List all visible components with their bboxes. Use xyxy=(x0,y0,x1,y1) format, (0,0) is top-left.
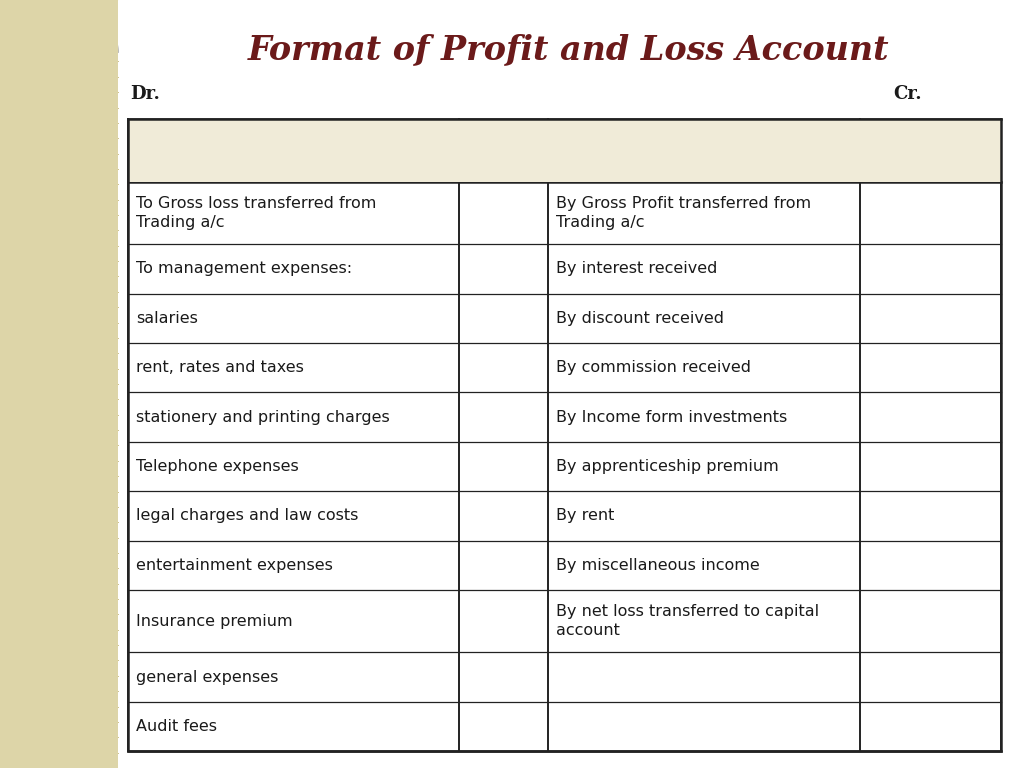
Text: Amount(Rs.): Amount(Rs.) xyxy=(872,141,989,160)
Text: Insurance premium: Insurance premium xyxy=(136,614,293,629)
Text: rent, rates and taxes: rent, rates and taxes xyxy=(136,360,304,376)
Text: By rent: By rent xyxy=(556,508,614,524)
Text: Cr.: Cr. xyxy=(893,84,922,103)
Text: By miscellaneous income: By miscellaneous income xyxy=(556,558,760,573)
Text: To Gross loss transferred from
Trading a/c: To Gross loss transferred from Trading a… xyxy=(136,197,377,230)
Text: general expenses: general expenses xyxy=(136,670,279,684)
Text: By discount received: By discount received xyxy=(556,311,724,326)
Text: Format of Profit and Loss Account: Format of Profit and Loss Account xyxy=(248,34,889,66)
Polygon shape xyxy=(26,0,118,52)
Text: legal charges and law costs: legal charges and law costs xyxy=(136,508,358,524)
Text: Amount(
Rs.): Amount( Rs.) xyxy=(463,131,544,170)
Text: Audit fees: Audit fees xyxy=(136,719,217,734)
Text: By Gross Profit transferred from
Trading a/c: By Gross Profit transferred from Trading… xyxy=(556,197,811,230)
Text: entertainment expenses: entertainment expenses xyxy=(136,558,333,573)
Text: Particulars: Particulars xyxy=(653,141,755,160)
Text: stationery and printing charges: stationery and printing charges xyxy=(136,409,390,425)
Text: salaries: salaries xyxy=(136,311,198,326)
Text: Telephone expenses: Telephone expenses xyxy=(136,459,299,474)
Text: By interest received: By interest received xyxy=(556,261,718,276)
Text: Dr.: Dr. xyxy=(130,84,160,103)
Text: To management expenses:: To management expenses: xyxy=(136,261,352,276)
Text: By commission received: By commission received xyxy=(556,360,751,376)
Text: By apprenticeship premium: By apprenticeship premium xyxy=(556,459,779,474)
Text: By Income form investments: By Income form investments xyxy=(556,409,787,425)
Text: By net loss transferred to capital
account: By net loss transferred to capital accou… xyxy=(556,604,819,638)
Text: Particulars: Particulars xyxy=(243,141,344,160)
